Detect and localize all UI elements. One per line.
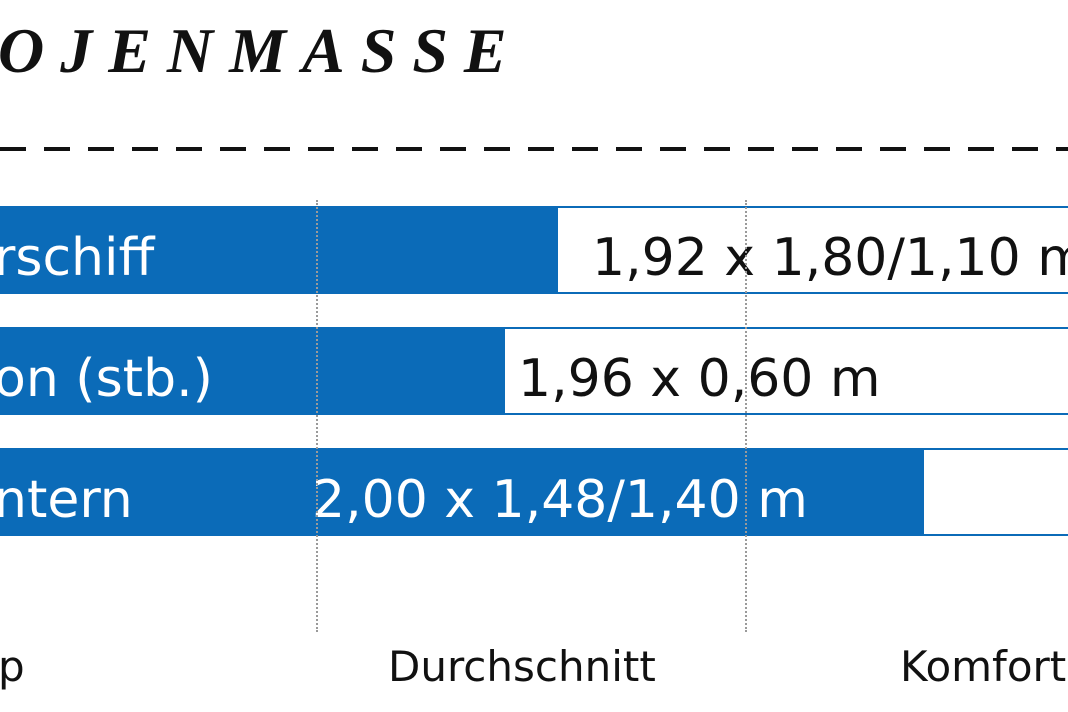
dashed-divider: [0, 147, 1068, 151]
bar-value-label: 1,92 x 1,80/1,10 m: [592, 228, 1068, 288]
bar-label: rschiff: [0, 228, 155, 288]
axis-tick-label: Komfort: [900, 642, 1067, 691]
axis-tick-label: p: [0, 642, 25, 691]
reference-line: [745, 200, 747, 632]
reference-line: [316, 200, 318, 632]
bar-value-label: 2,00 x 1,48/1,40 m: [312, 470, 808, 530]
bar-track: rschiff 1,92 x 1,80/1,10 m: [0, 206, 1068, 294]
bar-track: ntern 2,00 x 1,48/1,40 m: [0, 448, 1068, 536]
axis-tick-label: Durchschnitt: [388, 642, 656, 691]
bar-fill: [0, 329, 505, 413]
bar-fill: [0, 208, 558, 292]
chart-title: OJENMASSE: [0, 15, 523, 86]
bar-fill: [0, 450, 924, 534]
bar-label: ntern: [0, 470, 133, 530]
bar-track: on (stb.) 1,96 x 0,60 m: [0, 327, 1068, 415]
bar-label: on (stb.): [0, 349, 213, 409]
bar-value-label: 1,96 x 0,60 m: [518, 349, 881, 409]
